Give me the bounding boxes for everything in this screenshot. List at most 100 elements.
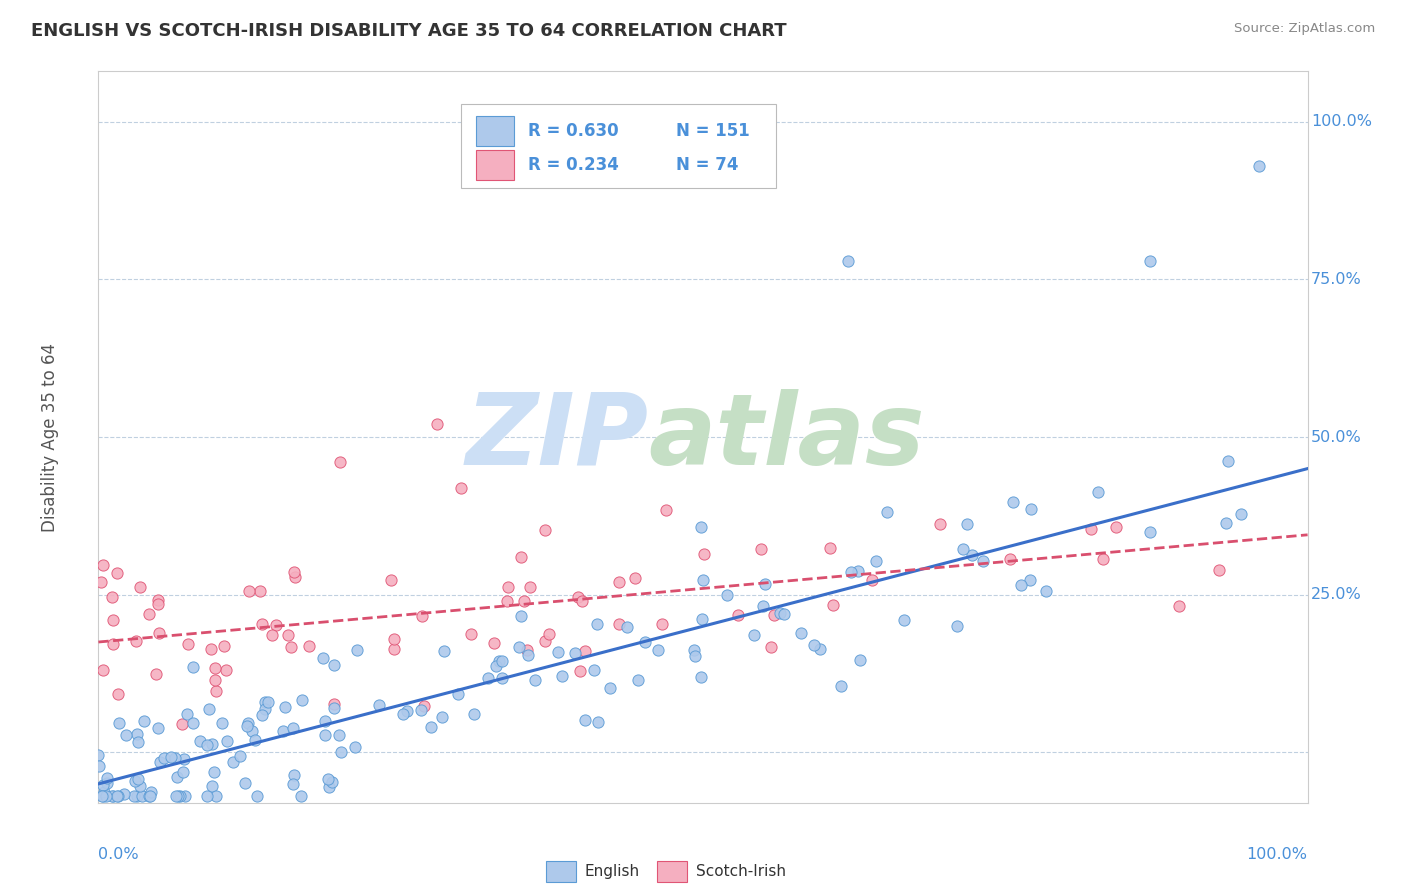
Point [998,552,1021,566]
Point [1139,253,1161,268]
Point [254,701,277,715]
Point [201,737,224,751]
Point [1021,502,1043,516]
Point [138,789,160,804]
Point [145,667,167,681]
Point [1216,454,1239,468]
Point [426,417,449,432]
Point [322,701,344,715]
Point [329,455,352,469]
Point [200,642,222,657]
Point [195,789,218,804]
Point [683,642,706,657]
Text: 0.0%: 0.0% [98,847,139,862]
Point [510,609,533,624]
Point [148,625,170,640]
Point [517,648,540,662]
Point [763,607,786,622]
Text: ZIP: ZIP [465,389,648,485]
Point [1208,563,1230,577]
Point [551,668,574,682]
Point [96,776,118,790]
Point [283,768,305,782]
Text: 100.0%: 100.0% [1312,114,1372,129]
Point [790,626,813,640]
Point [411,609,433,624]
Point [202,764,225,779]
Point [173,752,195,766]
Point [127,735,149,749]
Point [172,717,194,731]
Point [89,759,111,773]
Point [574,713,596,727]
Point [132,714,155,728]
Point [491,671,513,685]
Point [127,772,149,786]
Point [260,628,283,642]
Point [412,698,434,713]
Point [201,779,224,793]
Point [946,619,969,633]
Point [346,643,368,657]
Point [1230,508,1253,522]
Point [496,580,519,594]
Point [205,683,228,698]
Point [568,664,591,678]
Point [343,740,366,755]
FancyBboxPatch shape [475,150,515,179]
Point [607,574,630,589]
Point [146,592,169,607]
Point [107,687,129,701]
Point [510,550,533,565]
Point [322,697,344,711]
Point [893,613,915,627]
Point [107,716,129,731]
Point [488,654,510,668]
Point [152,751,174,765]
Point [956,517,979,532]
Point [204,661,226,675]
Point [962,548,984,562]
Point [204,673,226,687]
Point [607,616,630,631]
Point [115,729,138,743]
Point [105,566,128,581]
Point [284,570,307,584]
Point [634,634,657,648]
Point [128,779,150,793]
Point [754,577,776,591]
Point [839,565,862,579]
Point [238,583,260,598]
Point [1080,522,1102,536]
Point [1104,519,1126,533]
Point [112,787,135,801]
Point [862,574,884,588]
Point [692,573,714,587]
Point [250,616,273,631]
Point [166,770,188,784]
Point [463,706,485,721]
Point [929,516,952,531]
Point [547,644,569,658]
Point [235,719,257,733]
Point [749,541,772,556]
Point [281,722,304,736]
Text: ENGLISH VS SCOTCH-IRISH DISABILITY AGE 35 TO 64 CORRELATION CHART: ENGLISH VS SCOTCH-IRISH DISABILITY AGE 3… [31,22,786,40]
Point [516,643,538,657]
Point [176,637,198,651]
Point [654,502,676,516]
Point [138,789,160,804]
Point [690,612,713,626]
Point [460,627,482,641]
Point [571,594,593,608]
Point [127,727,149,741]
Point [586,715,609,730]
Point [450,481,472,495]
Point [257,695,280,709]
Point [519,580,541,594]
Point [447,686,470,700]
Point [1010,578,1032,592]
Point [93,789,115,804]
Point [94,789,117,804]
Point [101,614,124,628]
